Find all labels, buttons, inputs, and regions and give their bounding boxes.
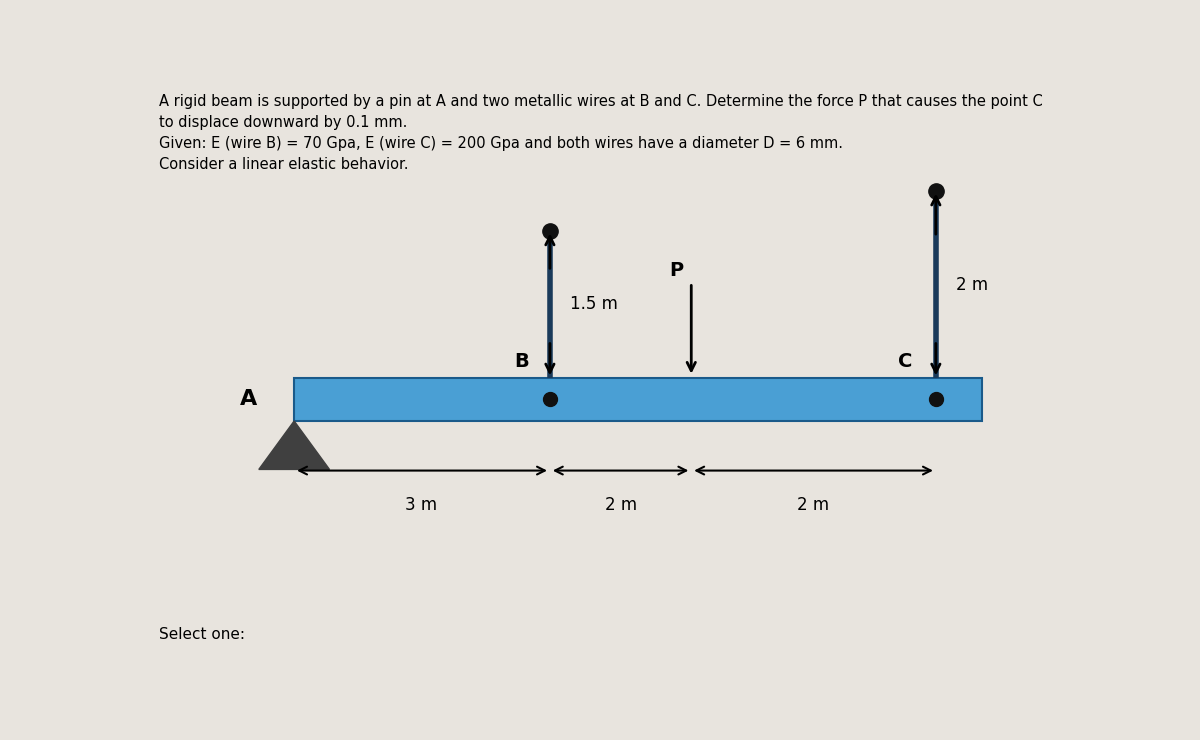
Bar bbox=[294, 377, 983, 421]
Text: A rigid beam is supported by a pin at A and two metallic wires at B and C. Deter: A rigid beam is supported by a pin at A … bbox=[160, 95, 1043, 172]
Text: 2 m: 2 m bbox=[797, 497, 829, 514]
Polygon shape bbox=[259, 421, 330, 469]
Text: 2 m: 2 m bbox=[956, 275, 989, 294]
Text: B: B bbox=[515, 352, 529, 371]
Text: 2 m: 2 m bbox=[605, 497, 637, 514]
Text: Select one:: Select one: bbox=[160, 627, 245, 642]
Text: A: A bbox=[240, 389, 257, 409]
Text: C: C bbox=[899, 352, 912, 371]
Text: P: P bbox=[670, 260, 684, 280]
Text: 1.5 m: 1.5 m bbox=[570, 295, 618, 314]
Text: 3 m: 3 m bbox=[406, 497, 438, 514]
